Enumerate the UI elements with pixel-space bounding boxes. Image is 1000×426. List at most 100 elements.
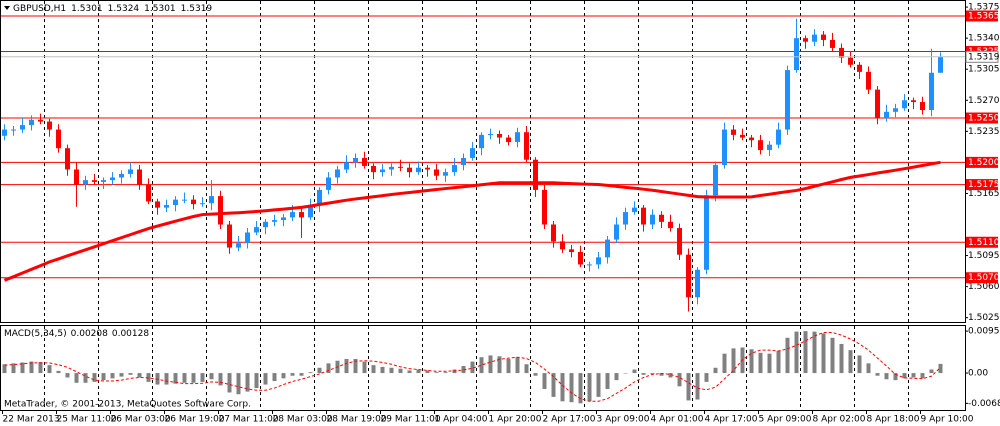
candle-body (101, 180, 106, 182)
macd-bar (191, 373, 196, 383)
macd-bar (128, 373, 133, 375)
macd-bar (677, 373, 682, 387)
candle-body (668, 221, 673, 229)
candle-body (812, 34, 817, 42)
candle-body (164, 204, 169, 208)
level-label-box (966, 156, 998, 168)
macd-bar (695, 373, 700, 400)
candle-body (488, 133, 493, 135)
macd-bar (821, 333, 826, 374)
candle-body (893, 108, 898, 112)
level-label-box (966, 112, 998, 124)
macd-bar (767, 353, 772, 374)
macd-bar (506, 358, 511, 374)
x-tick-label: 22 Mar 2013 (3, 415, 60, 425)
y-tick-label: 1.5340 (968, 34, 1000, 44)
candle-body (776, 129, 781, 145)
candle-body (290, 212, 295, 218)
candle-body (866, 71, 871, 90)
symbol-menu-icon[interactable] (4, 6, 10, 10)
macd-bar (776, 351, 781, 374)
candle-body (218, 196, 223, 225)
macd-bar (299, 373, 304, 376)
candle-body (641, 207, 646, 225)
y-tick-label: 1.5060 (968, 282, 1000, 292)
macd-bar (812, 331, 817, 374)
macd-bar (182, 373, 187, 383)
level-label-box (966, 179, 998, 191)
macd-bar (560, 373, 565, 402)
candle-body (272, 220, 277, 222)
candle-body (767, 144, 772, 150)
x-tick-label: 4 Apr 17:00 (705, 415, 758, 425)
macd-bar (911, 373, 916, 378)
candle-body (848, 57, 853, 65)
macd-bar (380, 366, 385, 374)
candle-body (146, 184, 151, 202)
level-label: 1.5200 (968, 158, 1000, 168)
header-close: 1.5319 (181, 4, 213, 14)
candle-body (2, 129, 7, 136)
price-panel (0, 0, 966, 323)
y-tick-label: 0.00 (968, 369, 988, 379)
candle-body (308, 204, 313, 218)
macd-bar (902, 373, 907, 379)
candle-body (587, 264, 592, 266)
candle-body (740, 134, 745, 138)
x-tick-label: 27 Mar 11:00 (219, 415, 279, 425)
chart-header: GBPUSD,H1 1.5301 1.5324 1.5301 1.5319 (13, 4, 212, 14)
macd-bar (938, 363, 943, 374)
macd-bar (83, 373, 88, 383)
candle-body (389, 166, 394, 170)
macd-bar (101, 373, 106, 381)
macd-bar (398, 368, 403, 374)
candle-body (263, 221, 268, 228)
macd-bar (74, 373, 79, 383)
candle-body (83, 180, 88, 185)
candle-body (317, 189, 322, 205)
x-tick-label: 28 Mar 03:00 (273, 415, 333, 425)
candle-body (632, 207, 637, 213)
macd-bar (434, 372, 439, 374)
x-tick-label: 26 Mar 19:00 (165, 415, 225, 425)
candle-body (182, 199, 187, 201)
macd-bar (614, 373, 619, 381)
macd-bar (605, 373, 610, 389)
candle-body (920, 102, 925, 111)
y-tick-label: 0.00951 (968, 327, 1000, 337)
copyright: MetaTrader, © 2001-2013, MetaQuotes Soft… (4, 400, 251, 410)
x-tick-label: 2 Apr 17:00 (543, 415, 596, 425)
macd-bar (371, 365, 376, 374)
candle-body (884, 111, 889, 119)
candle-body (416, 167, 421, 173)
macd-bar (704, 373, 709, 382)
y-tick-label: 1.5025 (968, 313, 1000, 323)
macd-bar (488, 355, 493, 374)
candle-body (119, 173, 124, 178)
macd-bar (443, 372, 448, 374)
macd-bar (200, 373, 205, 382)
macd-bar (173, 373, 178, 384)
candle-body (47, 121, 52, 130)
macd-bar (362, 361, 367, 374)
macd-bar (119, 373, 124, 377)
macd-bar (875, 373, 880, 376)
macd-bar (137, 373, 142, 378)
x-tick-label: 5 Apr 09:00 (759, 415, 812, 425)
macd-bar (497, 356, 502, 374)
macd-bar (227, 373, 232, 393)
macd-bar (632, 369, 637, 374)
candle-body (425, 167, 430, 170)
candle-body (137, 169, 142, 185)
level-label: 1.5250 (968, 114, 1000, 124)
macd-bar (2, 364, 7, 374)
candle-body (29, 119, 34, 126)
candle-body (578, 252, 583, 265)
candle-body (830, 39, 835, 48)
macd-bar (758, 352, 763, 374)
macd-signal-value: 0.00128 (112, 329, 149, 339)
macd-bar (794, 331, 799, 374)
level-label: 1.5365 (968, 11, 1000, 21)
candle-body (335, 169, 340, 178)
